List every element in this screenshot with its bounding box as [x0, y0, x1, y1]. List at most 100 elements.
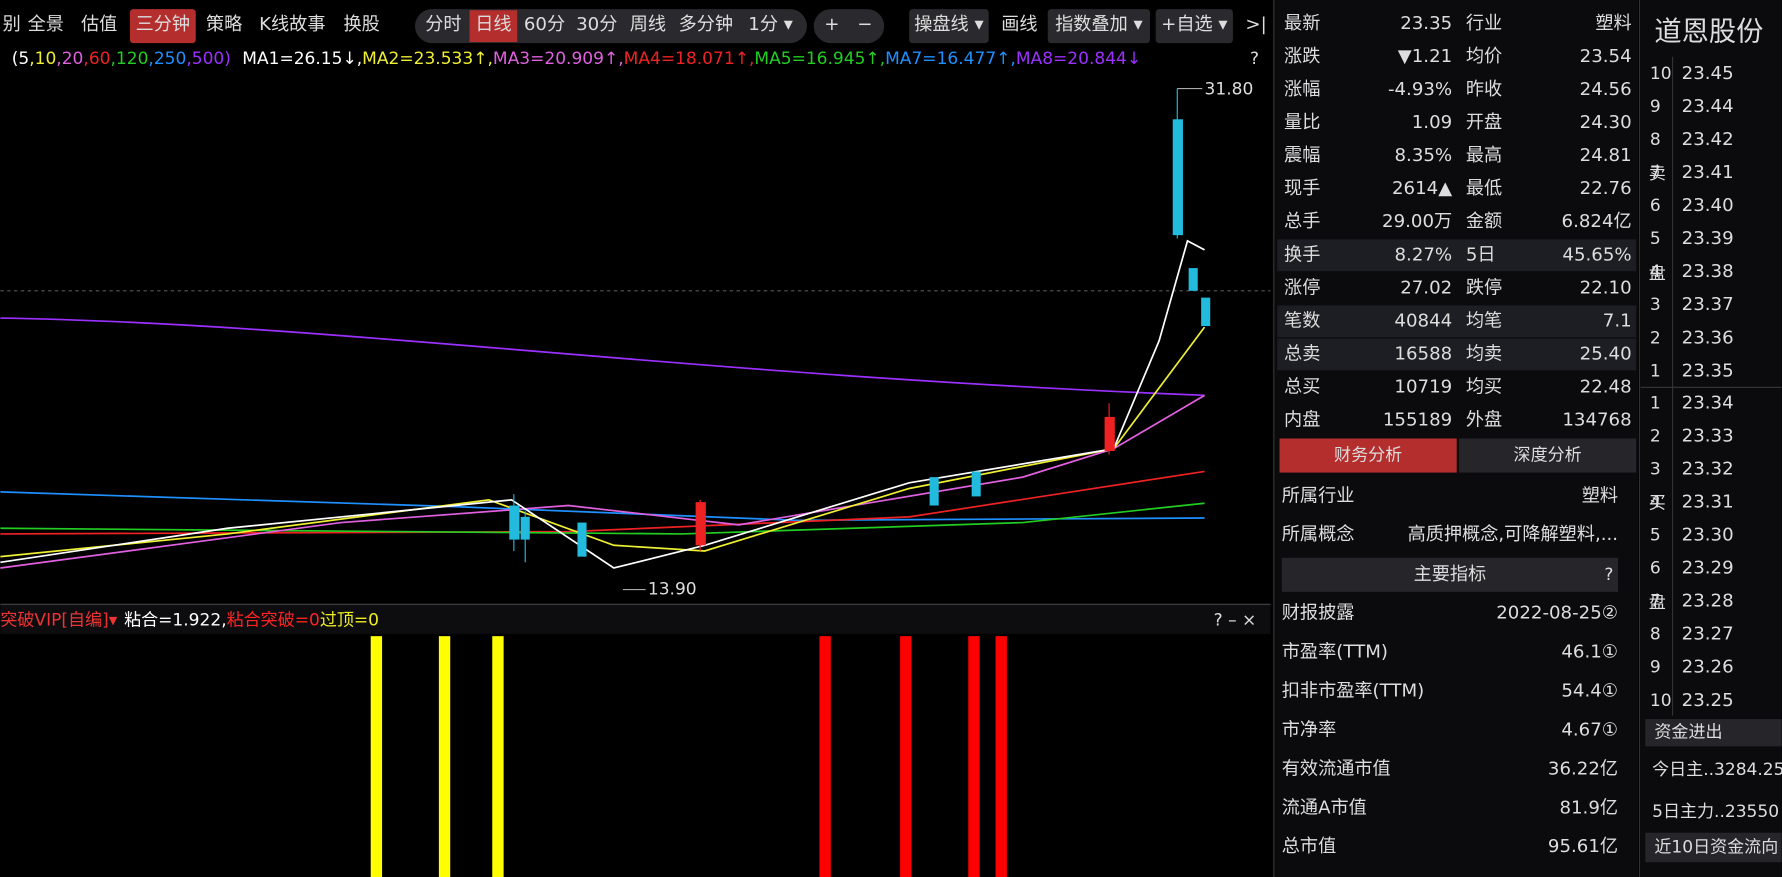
level: 7 [1650, 592, 1661, 612]
quote-label: 量比 [1284, 112, 1320, 133]
nav-tab[interactable]: 策略 [206, 14, 242, 35]
zoom-bg [813, 9, 885, 44]
period-tab[interactable]: 分时 [425, 14, 461, 35]
help[interactable]: ? [1604, 565, 1613, 585]
finance-table: 财报披露 2022-08-25② 市盈率(TTM) 46.1① 扣非市盈率(TTM) 54… [1282, 602, 1618, 857]
label: 所属概念 [1282, 523, 1355, 545]
quote-value: 25.40 [1580, 343, 1632, 364]
value[interactable]: 高质押概念,可降解塑料,... [1408, 523, 1618, 545]
period-tab[interactable]: 1分 ▾ [748, 14, 793, 35]
ma-value: MA1=26.15↓, [242, 49, 362, 69]
help[interactable]: ? [1250, 49, 1259, 69]
funds-row: 5日主力..23550 [1652, 802, 1779, 822]
zoom-button[interactable]: + [824, 14, 839, 35]
toolbar: 别全景 估值 三分钟 策略 K线故事 换股 分时 日线 60分 30分 周线 多分钟 1分 ▾ + − 操盘线… [3, 14, 1267, 35]
nav-tab[interactable]: 换股 [343, 14, 379, 35]
level-price: 23.45 [1682, 63, 1734, 84]
ma-param: ,10 [29, 49, 56, 69]
finance-label: 流通A市值 [1282, 797, 1367, 818]
finance-value: 54.4① [1561, 680, 1618, 701]
nav-tab[interactable]: 估值 [81, 14, 117, 35]
level-price: 23.25 [1682, 690, 1734, 711]
quote-value: 29.00万 [1382, 211, 1452, 232]
zoom-button[interactable]: − [857, 14, 872, 35]
level: 3 [1650, 459, 1661, 479]
nav-tab[interactable]: 别 [3, 14, 21, 35]
quote-value: 22.10 [1580, 277, 1632, 298]
period-tab[interactable]: 日线 [475, 14, 511, 35]
period-tab[interactable]: 多分钟 [679, 14, 733, 35]
tool-button[interactable]: 操盘线 ▾ [914, 14, 984, 35]
finance-label: 有效流通市值 [1282, 758, 1391, 779]
nav-tab[interactable]: 三分钟 [136, 14, 190, 35]
tool-button[interactable]: 画线 [1001, 14, 1037, 35]
tool-bg [1047, 9, 1151, 44]
high-label: 31.80 [1205, 80, 1254, 100]
order-book: 10 23.459 23.448 23.427 23.416 23.405 23.394 23… [1649, 63, 1734, 711]
level: 9 [1650, 97, 1661, 117]
tab[interactable]: 深度分析 [1514, 446, 1582, 466]
stock-name: 道恩股份 [1654, 16, 1763, 47]
quote-label: 最低 [1466, 178, 1502, 199]
finance-value: 4.67① [1561, 719, 1618, 740]
quote-value: 16588 [1394, 343, 1452, 364]
level: 2 [1650, 426, 1661, 446]
quote-value: 1.09 [1412, 112, 1452, 133]
tool-button[interactable]: +自选 ▾ [1161, 14, 1228, 35]
level-price: 23.30 [1682, 525, 1734, 546]
value[interactable]: 塑料 [1582, 485, 1618, 506]
period-tab[interactable]: 60分 [524, 14, 565, 35]
finance-label: 财报披露 [1282, 602, 1355, 623]
ma-param: ,250 [148, 49, 186, 69]
ma-param: ,120 [110, 49, 148, 69]
finance-value: 36.22亿 [1548, 758, 1618, 779]
quote-label: 均笔 [1466, 310, 1502, 331]
level: 5 [1650, 526, 1661, 546]
side-label: 盘 [1649, 264, 1666, 284]
ma-param: ,20 [56, 49, 83, 69]
period-tab[interactable]: 30分 [576, 14, 617, 35]
tab-bg [1459, 438, 1637, 473]
finance-label: 扣非市盈率(TTM) [1282, 680, 1424, 701]
level: 8 [1650, 130, 1661, 150]
ma-value: MA5=16.945↑, [754, 49, 885, 69]
quote-value: 155189 [1383, 410, 1452, 431]
quote-label: 现手 [1284, 178, 1320, 199]
nav-tab[interactable]: K线故事 [259, 14, 325, 35]
row-bg [1277, 305, 1637, 338]
quote-label: 内盘 [1284, 410, 1320, 431]
funds-title: 资金进出 [1654, 723, 1722, 743]
quote-value: 23.35 [1400, 13, 1452, 34]
quote-value: 24.56 [1580, 79, 1632, 100]
quote-label: 均卖 [1466, 343, 1502, 364]
quote-label: 昨收 [1466, 79, 1502, 100]
tool-button[interactable]: 指数叠加 ▾ [1055, 14, 1143, 35]
ma-value: MA3=20.909↑, [493, 49, 624, 69]
quote-value: 22.76 [1580, 178, 1632, 199]
active-period-bg [469, 10, 518, 43]
ma-param: (5 [12, 49, 29, 69]
tool-bg [1155, 9, 1233, 44]
tab[interactable]: 财务分析 [1334, 446, 1402, 466]
finance-label: 市净率 [1282, 719, 1336, 740]
quote-label: 外盘 [1466, 410, 1502, 431]
row-bg [1277, 239, 1637, 272]
collapse-button[interactable]: >| [1245, 14, 1266, 35]
quote-label: 行业 [1466, 13, 1502, 34]
level-price: 23.33 [1682, 425, 1734, 446]
quote-value: ▼1.21 [1398, 46, 1452, 67]
candles [509, 88, 1211, 563]
indicator-controls[interactable]: ? – × [1214, 610, 1257, 630]
level: 10 [1650, 64, 1672, 84]
quote-label: 跌停 [1466, 277, 1502, 298]
nav-tab[interactable]: 全景 [28, 14, 64, 35]
section-bg [1645, 719, 1782, 747]
section-title: 主要指标 [1414, 564, 1487, 585]
level-price: 23.26 [1682, 657, 1734, 678]
indicator-legend: 突破VIP[自编]▾ 粘合=1.922,粘合突破=0过顶=0 [0, 610, 379, 630]
quote-label: 均买 [1466, 376, 1502, 397]
level: 5 [1650, 229, 1661, 249]
quote-value: 8.27% [1395, 244, 1453, 265]
period-tab[interactable]: 周线 [630, 14, 666, 35]
